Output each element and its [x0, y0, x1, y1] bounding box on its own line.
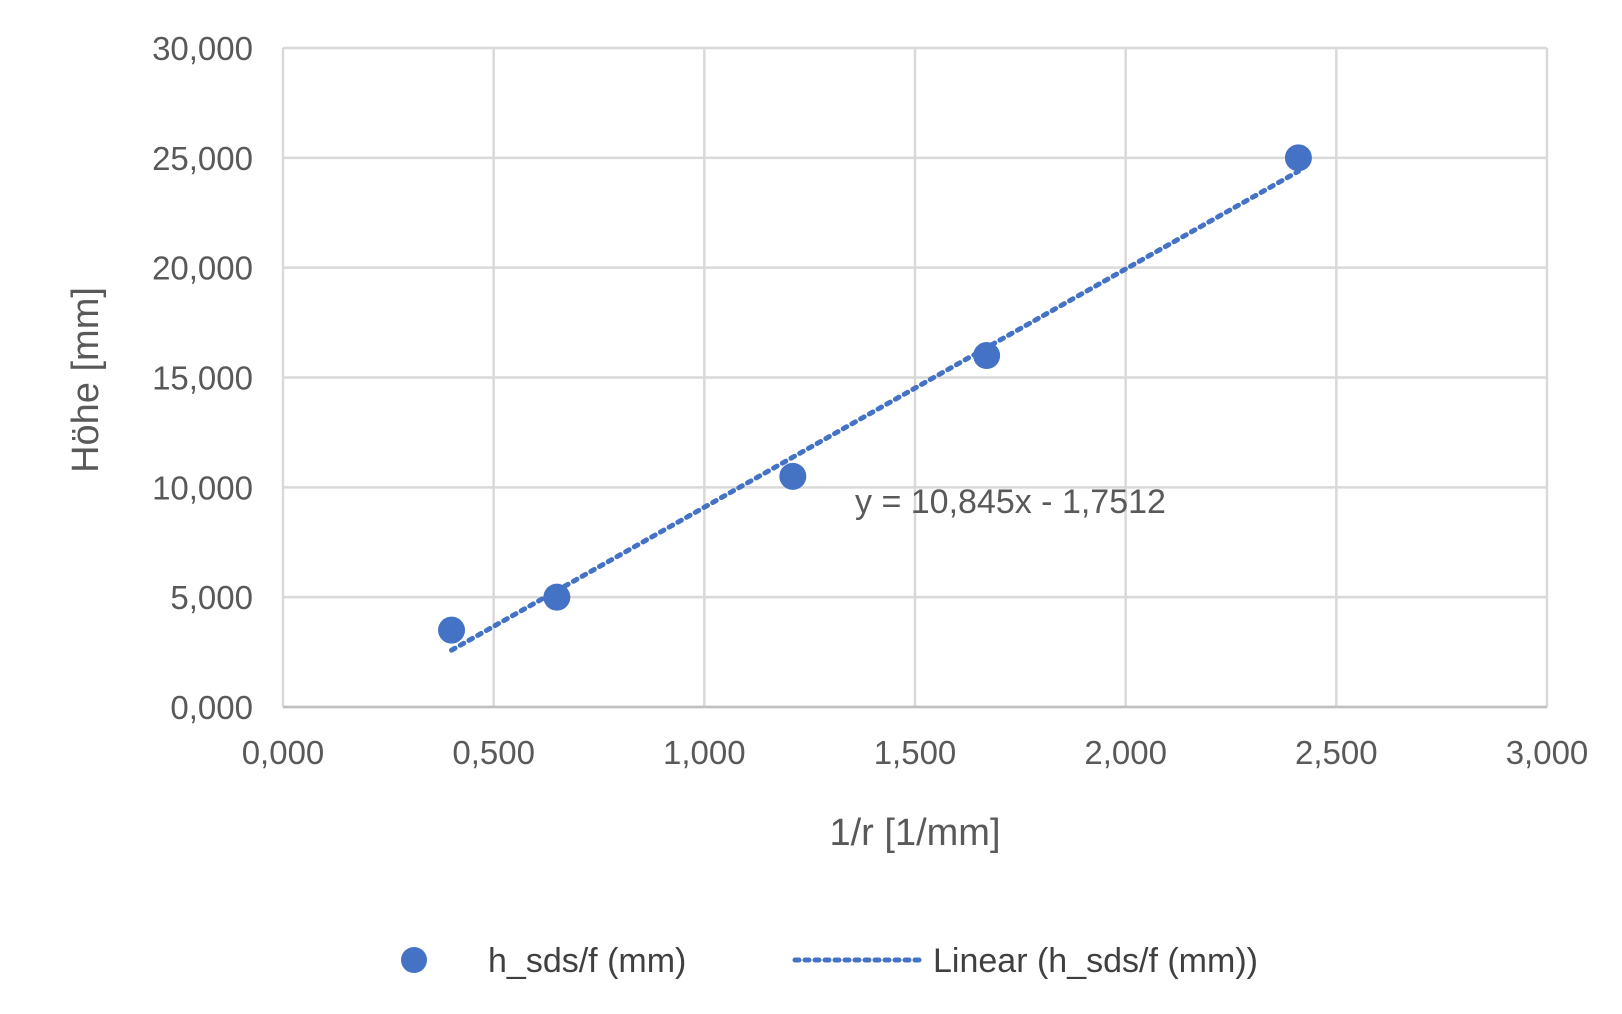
- trendline-equation: y = 10,845x - 1,7512: [855, 483, 1166, 521]
- legend: h_sds/f (mm) Linear (h_sds/f (mm)): [401, 942, 1258, 980]
- y-axis-title: Höhe [mm]: [65, 287, 107, 473]
- legend-label-trendline: Linear (h_sds/f (mm)): [933, 942, 1258, 980]
- y-tick-label-3: 15,000: [152, 360, 253, 397]
- y-tick-label-0: 0,000: [170, 689, 253, 726]
- data-point-0-4: [1284, 144, 1312, 172]
- x-tick-label-2: 1,000: [663, 734, 746, 771]
- y-tick-label-4: 20,000: [152, 250, 253, 287]
- data-points: [438, 144, 1312, 644]
- x-axis-title: 1/r [1/mm]: [829, 812, 1000, 854]
- x-tick-label-5: 2,500: [1295, 734, 1378, 771]
- y-tick-label-6: 30,000: [152, 30, 253, 67]
- x-tick-label-4: 2,000: [1084, 734, 1167, 771]
- trendline-path: [449, 168, 1301, 653]
- y-tick-label-5: 25,000: [152, 140, 253, 177]
- data-point-0-1: [543, 583, 571, 611]
- legend-marker-scatter: [401, 947, 427, 973]
- x-axis-ticks: 0,000 0,500 1,000 1,500 2,000 2,500 3,000: [242, 734, 1589, 771]
- x-tick-label-0: 0,000: [242, 734, 325, 771]
- gridlines: [281, 46, 1549, 709]
- trendline: [449, 168, 1301, 653]
- x-tick-label-3: 1,500: [874, 734, 957, 771]
- data-point-0-2: [779, 462, 807, 490]
- data-point-0-0: [438, 616, 466, 644]
- data-point-0-3: [973, 342, 1001, 370]
- x-tick-label-1: 0,500: [452, 734, 535, 771]
- legend-label-series: h_sds/f (mm): [488, 942, 686, 980]
- x-tick-label-6: 3,000: [1506, 734, 1589, 771]
- y-tick-label-2: 10,000: [152, 469, 253, 506]
- y-tick-label-1: 5,000: [170, 579, 253, 616]
- y-axis-ticks: 0,000 5,000 10,000 15,000 20,000 25,000 30,000: [152, 30, 253, 726]
